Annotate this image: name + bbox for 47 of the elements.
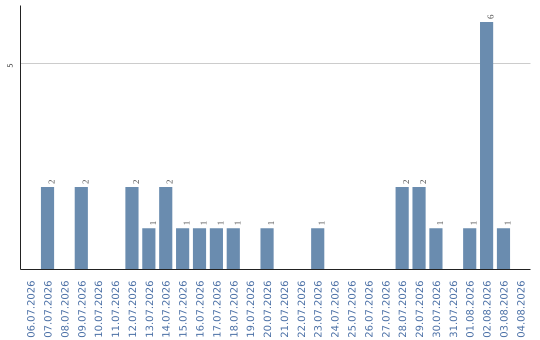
data-label: 1 — [232, 220, 242, 226]
data-label: 1 — [182, 220, 192, 226]
x-tick-label: 08.07.2026 — [60, 280, 72, 338]
data-label: 1 — [468, 220, 479, 226]
x-tick-label: 14.07.2026 — [162, 280, 173, 338]
x-tick-label: 28.07.2026 — [398, 280, 410, 338]
x-tick-label: 03.08.2026 — [499, 280, 510, 338]
x-tick-label: 01.08.2026 — [466, 280, 477, 338]
x-tick-label: 02.08.2026 — [482, 280, 494, 338]
data-label: 2 — [164, 180, 175, 184]
data-label: 2 — [80, 180, 90, 184]
data-label: 1 — [148, 220, 158, 226]
x-tick-label: 23.07.2026 — [314, 280, 325, 338]
x-tick-label: 27.07.2026 — [381, 280, 392, 338]
x-tick-label: 16.07.2026 — [196, 280, 207, 338]
x-tick-label: 24.07.2026 — [330, 280, 342, 338]
x-tick-label: 21.07.2026 — [280, 280, 291, 338]
data-label: 1 — [215, 220, 226, 226]
x-tick-label: 13.07.2026 — [144, 280, 156, 338]
x-tick-label: 20.07.2026 — [263, 280, 274, 338]
x-tick-label: 11.07.2026 — [111, 280, 122, 338]
x-tick-label: 26.07.2026 — [364, 280, 376, 338]
data-label: 1 — [198, 220, 209, 226]
x-tick-label: 19.07.2026 — [246, 280, 258, 338]
x-tick-label: 04.08.2026 — [516, 280, 528, 338]
x-tick-label: 31.07.2026 — [448, 280, 460, 338]
x-tick-label: 17.07.2026 — [212, 280, 224, 338]
x-tick-label: 29.07.2026 — [415, 280, 426, 338]
data-label: 6 — [486, 14, 496, 19]
x-tick-label: 12.07.2026 — [128, 280, 139, 338]
data-label: 2 — [401, 180, 412, 184]
data-label: 2 — [418, 180, 428, 184]
x-tick-label: 09.07.2026 — [77, 280, 88, 338]
data-label: 1 — [502, 220, 512, 226]
data-label: 1 — [316, 220, 327, 226]
x-tick-label: 10.07.2026 — [94, 280, 106, 338]
data-label: 2 — [46, 180, 57, 184]
data-label: 1 — [266, 220, 276, 226]
data-label: 1 — [434, 220, 445, 226]
x-tick-label: 18.07.2026 — [229, 280, 240, 338]
x-tick-label: 30.07.2026 — [432, 280, 443, 338]
x-tick-label: 06.07.2026 — [26, 280, 38, 338]
x-tick-label: 15.07.2026 — [178, 280, 190, 338]
x-tick-label: 07.07.2026 — [44, 280, 55, 338]
x-tick-label: 22.07.2026 — [296, 280, 308, 338]
x-tick-label: 25.07.2026 — [347, 280, 358, 338]
data-label: 2 — [130, 180, 141, 184]
